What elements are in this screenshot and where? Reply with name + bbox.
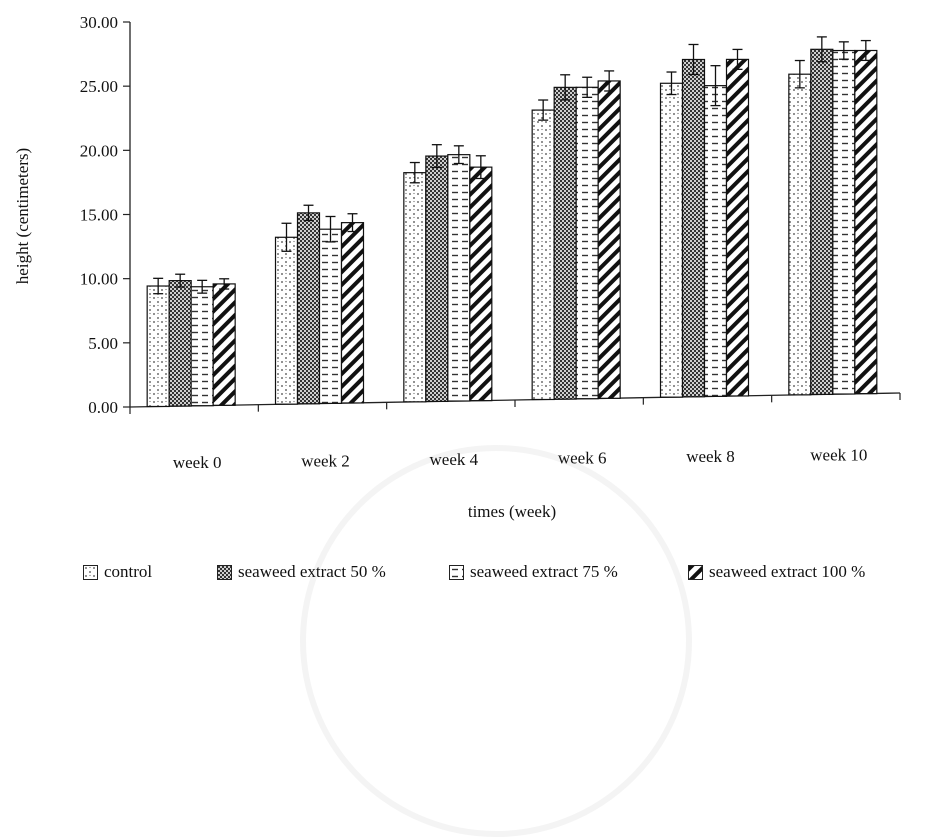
x-tick-label: week 2 [301,452,350,471]
y-tick-label: 20.00 [80,141,118,160]
bar-week-8-series-1 [659,82,684,398]
x-tick-label: week 8 [686,447,735,466]
y-axis-title: height (centimeters) [13,148,32,284]
bar-week-8-series-3 [703,85,728,397]
labels: 0.00 5.00 10.00 15.00 20.00 25.00 30.00 week 0 w… [13,13,867,521]
legend-label-seaweed-100: seaweed extract 100 % [709,562,866,581]
bar-week-4-series-4 [469,166,493,402]
legend-label-seaweed-75: seaweed extract 75 % [470,562,618,581]
bar-week-6-series-3 [575,86,599,400]
legend-swatch-seaweed-100 [688,564,703,580]
legend-swatch-control [83,564,98,580]
bar-chart: 0.00 5.00 10.00 15.00 20.00 25.00 30.00 week 0 w… [13,13,901,521]
y-tick-label: 30.00 [80,13,118,32]
legend-swatch-seaweed-50 [217,564,232,580]
bar-week-8-series-2 [681,58,706,398]
bar-week-0-series-4 [212,283,236,406]
bar-week-10-series-2 [810,48,834,396]
legend-item-seaweed-50: seaweed extract 50 % [217,562,386,582]
legend-item-control: control [83,562,152,582]
legend-item-seaweed-75: seaweed extract 75 % [449,562,618,582]
bar-week-0-series-3 [190,286,214,407]
bar-week-4-series-1 [403,172,427,403]
bar-week-4-series-2 [425,155,449,403]
bar-week-6-series-4 [597,80,621,399]
y-tick-label: 15.00 [80,206,118,225]
legend: control seaweed extract 50 % seaweed ext… [0,562,931,592]
x-axis-title: times (week) [468,502,556,521]
legend-item-seaweed-100: seaweed extract 100 % [688,562,865,582]
bar-week-8-series-4 [725,58,750,397]
bars [146,36,878,408]
bar-week-6-series-1 [531,109,555,401]
x-tick-label: week 4 [430,450,479,469]
bar-week-10-series-3 [832,49,856,395]
y-tick-label: 0.00 [88,398,118,417]
bar-week-2-series-4 [340,222,365,404]
y-tick-label: 5.00 [88,334,118,353]
bar-week-10-series-4 [854,49,878,395]
legend-swatch-seaweed-75 [449,564,464,580]
bar-week-6-series-2 [553,86,577,400]
legend-label-control: control [104,562,153,581]
axes [123,21,901,414]
bar-week-10-series-1 [788,73,812,396]
bar-week-0-series-1 [146,285,170,408]
bar-week-2-series-1 [274,236,299,405]
x-tick-label: week 0 [173,453,222,472]
y-tick-label: 25.00 [80,77,118,96]
x-tick-label: week 10 [810,446,867,465]
bar-week-4-series-3 [447,154,471,402]
bar-week-0-series-2 [168,280,192,407]
bar-week-2-series-2 [296,212,321,405]
legend-label-seaweed-50: seaweed extract 50 % [238,562,386,581]
x-tick-label: week 6 [558,449,607,468]
y-tick-label: 10.00 [80,270,118,289]
bar-week-2-series-3 [318,228,343,404]
